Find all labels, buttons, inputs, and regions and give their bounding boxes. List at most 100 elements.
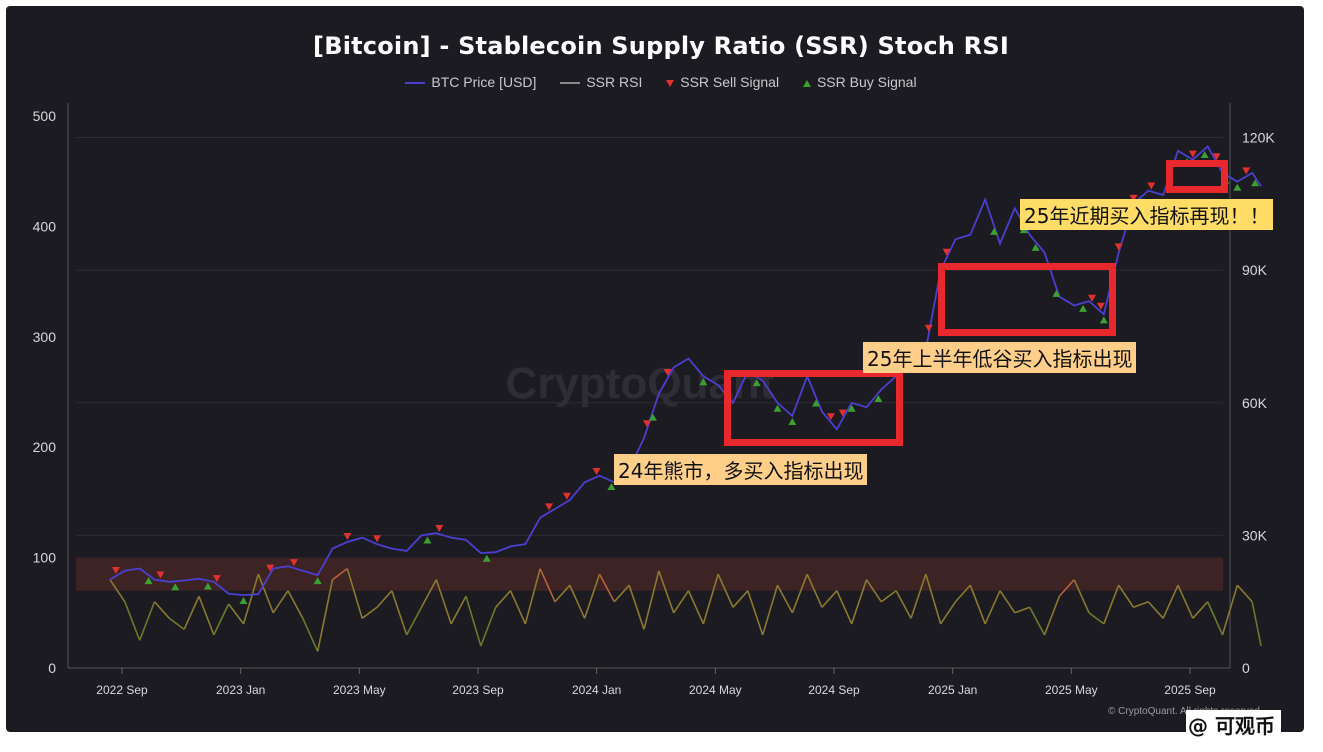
- x-tick-label: 2022 Sep: [96, 683, 148, 697]
- x-tick-label: 2023 Sep: [452, 683, 504, 697]
- ssr-rsi-segment: [346, 568, 363, 619]
- buy-signal-marker: [203, 582, 212, 590]
- sell-signal-marker: [343, 533, 352, 541]
- ssr-rsi-segment: [183, 595, 200, 630]
- ssr-rsi-segment: [391, 590, 408, 636]
- ssr-rsi-segment: [287, 590, 304, 619]
- ssr-rsi-segment: [405, 606, 423, 636]
- buy-signal-marker: [144, 577, 153, 585]
- btc-price-line: [109, 144, 1262, 597]
- ssr-rsi-segment: [776, 584, 794, 614]
- buy-signal-marker: [1031, 243, 1040, 251]
- sell-signal-marker: [663, 369, 672, 377]
- ssr-rsi-segment: [435, 579, 452, 625]
- ssr-rsi-segment: [702, 573, 719, 625]
- legend-item-sell-signal[interactable]: SSR Sell Signal: [666, 74, 779, 90]
- ssr-rsi-segment: [1236, 584, 1253, 603]
- ssr-rsi-segment: [717, 573, 734, 608]
- buy-signal-marker: [171, 583, 180, 591]
- y-left-tick-label: 100: [33, 550, 57, 566]
- sell-signal-marker: [266, 564, 275, 572]
- ssr-rsi-segment: [316, 579, 334, 652]
- buy-signal-marker: [1251, 179, 1260, 187]
- ssr-rsi-segment: [1118, 584, 1135, 608]
- ssr-rsi-segment: [1058, 579, 1075, 597]
- ssr-rsi-segment: [925, 573, 942, 625]
- highlight-box-2025h1: [938, 263, 1116, 336]
- buy-signal-marker: [648, 413, 657, 421]
- buy-signal-marker: [788, 418, 797, 426]
- sell-signal-marker: [1096, 302, 1105, 310]
- ssr-rsi-segment: [673, 590, 690, 614]
- ssr-rsi-segment: [1206, 601, 1224, 636]
- ssr-rsi-segment: [480, 606, 497, 647]
- ssr-rsi-segment: [747, 590, 764, 636]
- ssr-rsi-segment: [153, 601, 170, 619]
- chart-legend: BTC Price [USD] SSR RSI SSR Sell Signal …: [6, 74, 1304, 90]
- ssr-rsi-segment: [583, 573, 601, 619]
- ssr-rsi-segment: [509, 590, 527, 625]
- sell-signal-marker: [111, 567, 120, 575]
- ssr-rsi-segment: [539, 568, 556, 603]
- ssr-rsi-segment: [465, 596, 482, 647]
- ssr-rsi-segment: [643, 570, 660, 630]
- buy-signal-marker: [1200, 151, 1209, 159]
- y-right-tick-label: 90K: [1242, 262, 1268, 278]
- sell-signal-marker: [1188, 150, 1197, 158]
- legend-item-buy-signal[interactable]: SSR Buy Signal: [802, 74, 917, 90]
- ssr-rsi-segment: [554, 584, 571, 603]
- buy-signal-marker: [313, 577, 322, 585]
- ssr-rsi-segment: [732, 590, 749, 608]
- buy-signal-marker: [1052, 289, 1061, 297]
- y-left-tick-label: 0: [48, 660, 56, 676]
- ssr-rsi-segment: [524, 568, 541, 625]
- sell-signal-marker: [1114, 243, 1123, 251]
- sell-signal-marker: [826, 413, 835, 421]
- buy-signal-marker: [482, 554, 491, 562]
- ssr-rsi-segment: [242, 573, 260, 625]
- legend-item-ssr-rsi[interactable]: SSR RSI: [560, 74, 642, 90]
- buy-signal-marker: [990, 227, 999, 235]
- chart-title: [Bitcoin] - Stablecoin Supply Ratio (SSR…: [313, 32, 1009, 60]
- x-tick-label: 2023 May: [333, 683, 386, 697]
- ssr-rsi-segment: [109, 579, 126, 603]
- y-right-tick-label: 60K: [1242, 395, 1268, 411]
- ssr-rsi-segment: [806, 573, 823, 608]
- buy-signal-marker: [874, 395, 883, 403]
- ssr-rsi-segment: [332, 567, 348, 581]
- buy-signal-marker: [239, 597, 248, 605]
- ssr-rsi-segment: [1073, 579, 1090, 614]
- buy-signal-marker: [1099, 316, 1108, 324]
- ssr-rsi-segment: [1088, 612, 1105, 625]
- x-tick-label: 2024 Jan: [572, 683, 621, 697]
- buy-signal-marker: [607, 483, 616, 491]
- sell-signal-marker: [435, 525, 444, 533]
- ssr-rsi-segment: [569, 584, 586, 619]
- ssr-rsi-segment: [999, 590, 1016, 614]
- ssr-rsi-segment: [687, 590, 705, 625]
- ssr-rsi-segment: [1014, 606, 1030, 614]
- ssr-rsi-segment: [361, 606, 378, 619]
- sell-signal-marker: [373, 535, 381, 543]
- buy-signal-marker: [847, 404, 856, 412]
- x-tick-label: 2025 Sep: [1164, 683, 1216, 697]
- buy-signal-marker: [773, 404, 782, 412]
- y-left-tick-label: 300: [33, 329, 57, 345]
- ssr-rsi-segment: [272, 590, 289, 614]
- ssr-rsi-segment: [213, 603, 230, 636]
- sell-signal-marker: [156, 571, 165, 579]
- legend-item-btc-price[interactable]: BTC Price [USD]: [405, 74, 536, 90]
- ssr-rsi-segment: [1177, 584, 1194, 619]
- sell-signal-marker: [562, 492, 571, 500]
- ssr-rsi-segment: [895, 590, 912, 619]
- ssr-rsi-segment: [1147, 601, 1164, 619]
- ssr-rsi-segment: [880, 590, 897, 603]
- overbought-band: [76, 557, 1223, 591]
- sell-signal-marker: [924, 324, 933, 332]
- copyright-text: © CryptoQuant. All rights reserved.: [1108, 706, 1263, 717]
- ssr-rsi-segment: [124, 601, 141, 641]
- sell-signal-marker: [212, 575, 221, 583]
- ssr-rsi-segment: [1192, 601, 1209, 619]
- buy-signal-marker: [812, 399, 821, 407]
- ssr-rsi-segment: [228, 603, 245, 625]
